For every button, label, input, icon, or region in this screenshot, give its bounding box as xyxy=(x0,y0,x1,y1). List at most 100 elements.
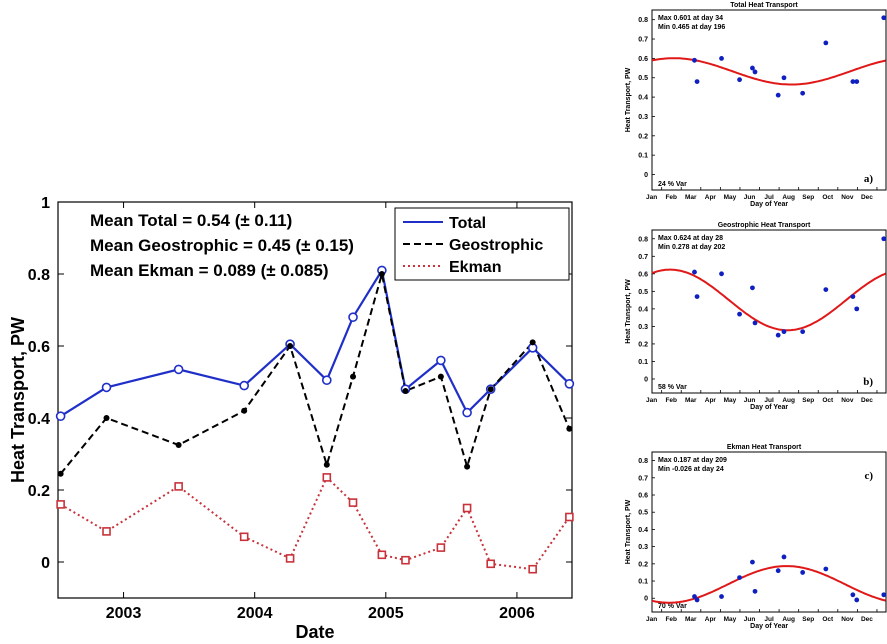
month-label: Mar xyxy=(685,397,697,404)
marker-ekman xyxy=(565,512,574,522)
month-label: Jun xyxy=(744,616,756,623)
seasonal-fit-curve xyxy=(651,565,886,604)
month-label: Nov xyxy=(841,397,854,404)
y-tick-label: 0.4 xyxy=(638,95,648,102)
y-tick-label: 0.3 xyxy=(638,324,648,331)
marker-total xyxy=(436,355,446,366)
data-point xyxy=(781,554,787,560)
marker-ekman xyxy=(377,550,387,560)
series-line-geostrophic xyxy=(59,273,571,475)
data-point xyxy=(823,566,829,572)
y-tick-label: 0.2 xyxy=(638,561,648,568)
month-label: Jul xyxy=(764,194,774,201)
panel-stat: Max 0.624 at day 28 xyxy=(658,235,723,242)
month-label: Mar xyxy=(685,616,697,623)
y-axis-label: Heat Transport, PW xyxy=(625,279,632,344)
month-label: Jan xyxy=(646,194,657,201)
data-point xyxy=(719,594,724,599)
month-label: Nov xyxy=(841,616,854,623)
month-label: Jan xyxy=(646,397,657,404)
marker-ekman xyxy=(462,503,472,513)
month-label: Jun xyxy=(744,194,756,201)
marker-ekman xyxy=(102,527,111,536)
data-point xyxy=(823,40,829,46)
month-label: Oct xyxy=(822,194,834,201)
y-tick-label: 0.1 xyxy=(638,153,648,160)
y-tick-label: 0.8 xyxy=(638,236,648,243)
marker-ekman xyxy=(174,482,183,491)
panel-label: a) xyxy=(864,173,874,185)
marker-total xyxy=(322,375,332,386)
panel-label: c) xyxy=(864,470,873,482)
marker-geostrophic xyxy=(103,415,110,421)
stat-annotation: Mean Total = 0.54 (± 0.11) xyxy=(90,211,292,230)
y-tick-label: 0 xyxy=(644,376,648,383)
data-point xyxy=(881,592,887,598)
data-point xyxy=(692,269,697,275)
data-point xyxy=(881,15,887,21)
panel-frame xyxy=(651,229,887,394)
y-axis-label: Heat Transport, PW xyxy=(8,317,28,483)
y-tick-label: 1 xyxy=(41,195,50,212)
y-tick-label: 0 xyxy=(644,596,648,603)
seasonal-panel-total: Total Heat Transport 0 0.1 0.2 0.3 0.4 0.5 0.6 0… xyxy=(625,2,887,208)
series-line-ekman xyxy=(60,475,571,571)
marker-ekman xyxy=(348,498,358,507)
marker-total xyxy=(173,364,184,375)
y-tick-label: 0.1 xyxy=(638,359,648,366)
x-axis-label: Date xyxy=(295,622,334,642)
data-point xyxy=(750,559,755,565)
y-tick-label: 0.2 xyxy=(28,483,50,500)
data-point xyxy=(823,287,829,292)
y-tick-label: 0.3 xyxy=(638,114,648,121)
panel-stat: Max 0.187 at day 209 xyxy=(658,457,727,464)
y-tick-label: 0.4 xyxy=(638,306,648,313)
marker-geostrophic xyxy=(287,343,294,349)
y-tick-label: 0.5 xyxy=(638,289,648,296)
month-label: Apr xyxy=(705,397,717,404)
y-tick-label: 0.8 xyxy=(638,17,648,24)
y-tick-label: 0.1 xyxy=(638,579,648,586)
marker-ekman xyxy=(436,543,446,552)
x-axis-label: Day of Year xyxy=(750,623,788,630)
month-label: Nov xyxy=(841,194,854,201)
month-label: Dec xyxy=(861,397,873,404)
y-tick-label: 0.8 xyxy=(28,267,50,284)
month-label: May xyxy=(724,194,737,201)
month-label: Apr xyxy=(705,616,717,623)
data-point xyxy=(800,570,806,575)
variance-text: 58 % Var xyxy=(658,384,687,391)
month-label: Sep xyxy=(802,397,814,404)
marker-ekman xyxy=(56,500,65,509)
marker-geostrophic xyxy=(402,388,409,394)
main-chart: 2003 2004 2005 2006 0 0.2 0.4 0.6 0.8 1 Date Heat T… xyxy=(8,195,575,642)
y-tick-label: 0.7 xyxy=(638,475,648,482)
marker-geostrophic xyxy=(529,339,536,346)
data-point xyxy=(694,79,700,85)
marker-geostrophic xyxy=(464,463,471,470)
y-tick-label: 0.4 xyxy=(28,411,50,428)
month-label: May xyxy=(724,397,737,404)
month-label: Feb xyxy=(665,194,677,201)
marker-ekman xyxy=(528,564,537,574)
y-tick-label: 0.7 xyxy=(638,254,648,261)
month-label: Feb xyxy=(665,397,677,404)
month-label: Dec xyxy=(861,616,873,623)
data-point xyxy=(854,597,860,603)
x-axis-label: Day of Year xyxy=(750,404,788,411)
month-label: Jul xyxy=(764,616,774,623)
panel-title: Total Heat Transport xyxy=(730,2,798,9)
marker-geostrophic xyxy=(350,373,357,380)
y-tick-label: 0.5 xyxy=(638,75,648,82)
data-point xyxy=(800,329,806,335)
data-point xyxy=(800,90,806,96)
panel-title: Ekman Heat Transport xyxy=(727,444,802,451)
month-label: Oct xyxy=(822,397,834,404)
marker-total xyxy=(101,382,112,393)
variance-text: 24 % Var xyxy=(658,181,687,188)
seasonal-fit-curve xyxy=(651,57,886,86)
stat-annotation: Mean Ekman = 0.089 (± 0.085) xyxy=(90,261,328,280)
marker-total xyxy=(564,378,575,389)
data-point xyxy=(850,294,856,300)
